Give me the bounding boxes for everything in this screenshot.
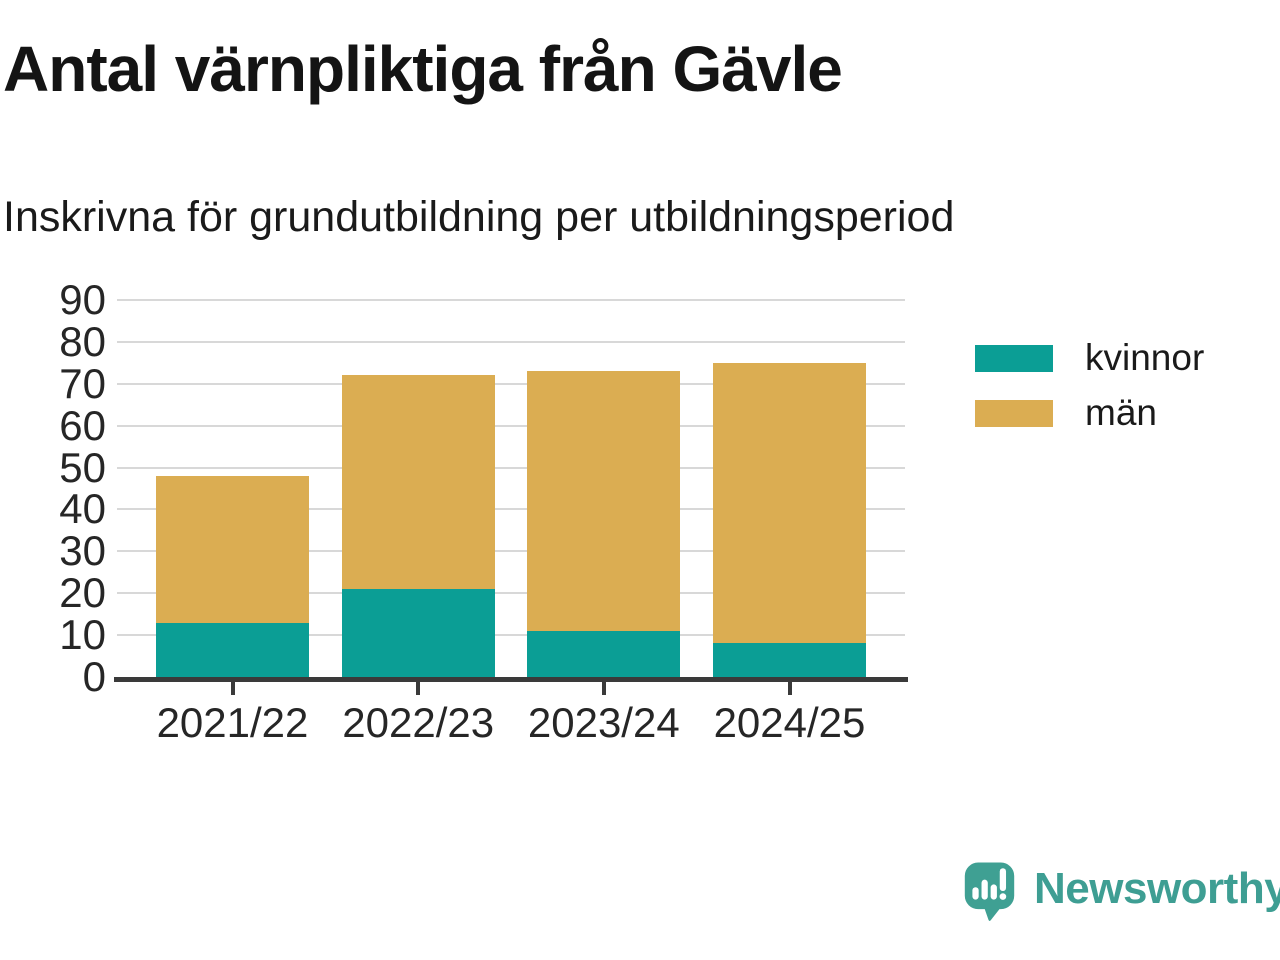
legend: kvinnor män	[975, 338, 1204, 433]
x-axis-label-2022/23: 2022/23	[342, 699, 495, 746]
x-axis-tick-2021/22	[230, 682, 235, 695]
bar-segment-män-2021/22	[156, 475, 309, 623]
y-axis-label-80: 80	[59, 317, 106, 365]
x-axis-tick-2023/24	[601, 682, 606, 695]
bar-segment-män-2024/25	[713, 362, 866, 644]
y-axis-label-30: 30	[59, 527, 106, 575]
legend-item-män: män	[975, 393, 1204, 433]
x-axis-label-2023/24: 2023/24	[527, 699, 680, 746]
y-axis-label-0: 0	[82, 653, 106, 700]
y-axis-label-70: 70	[59, 359, 106, 407]
bar-segment-män-2023/24	[527, 371, 681, 631]
gridline-90	[117, 299, 905, 301]
bar-segment-kvinnor-2022/23	[341, 589, 495, 677]
x-axis-tick-2022/23	[416, 682, 421, 695]
x-axis-line	[114, 677, 908, 682]
legend-swatch-kvinnor	[975, 344, 1053, 372]
gridline-70	[117, 382, 905, 385]
x-axis-tick-2024/25	[787, 682, 792, 695]
gridline-30	[117, 550, 905, 553]
bar-segment-kvinnor-2024/25	[713, 643, 866, 677]
newsworthy-logo-icon	[964, 862, 1015, 921]
y-axis-label-60: 60	[59, 401, 106, 449]
y-axis-label-50: 50	[59, 443, 106, 491]
gridline-80	[117, 340, 905, 343]
gridline-50	[117, 466, 905, 469]
y-axis-label-90: 90	[59, 276, 106, 323]
legend-label: kvinnor	[1085, 337, 1205, 378]
legend-item-kvinnor: kvinnor	[975, 338, 1204, 378]
legend-swatch-män	[975, 399, 1053, 427]
chart-subtitle: Inskrivna för grundutbildning per utbild…	[3, 193, 955, 241]
newsworthy-logo-text: Newsworthy	[1034, 864, 1280, 913]
x-axis-label-2021/22: 2021/22	[156, 699, 309, 746]
y-axis-label-40: 40	[59, 485, 106, 533]
gridline-40	[117, 508, 905, 511]
newsworthy-branding: Newsworthy	[961, 860, 1280, 924]
y-axis-label-10: 10	[59, 611, 106, 659]
bar-segment-kvinnor-2021/22	[156, 622, 309, 677]
gridline-10	[117, 634, 905, 637]
bar-segment-kvinnor-2023/24	[527, 630, 681, 677]
chart-title: Antal värnpliktiga från Gävle	[3, 33, 843, 105]
bar-segment-män-2022/23	[341, 375, 495, 590]
gridline-60	[117, 424, 905, 427]
gridline-20	[117, 592, 905, 595]
x-axis-label-2024/25: 2024/25	[713, 699, 866, 746]
legend-label: män	[1085, 392, 1157, 433]
y-axis-label-20: 20	[59, 569, 106, 617]
